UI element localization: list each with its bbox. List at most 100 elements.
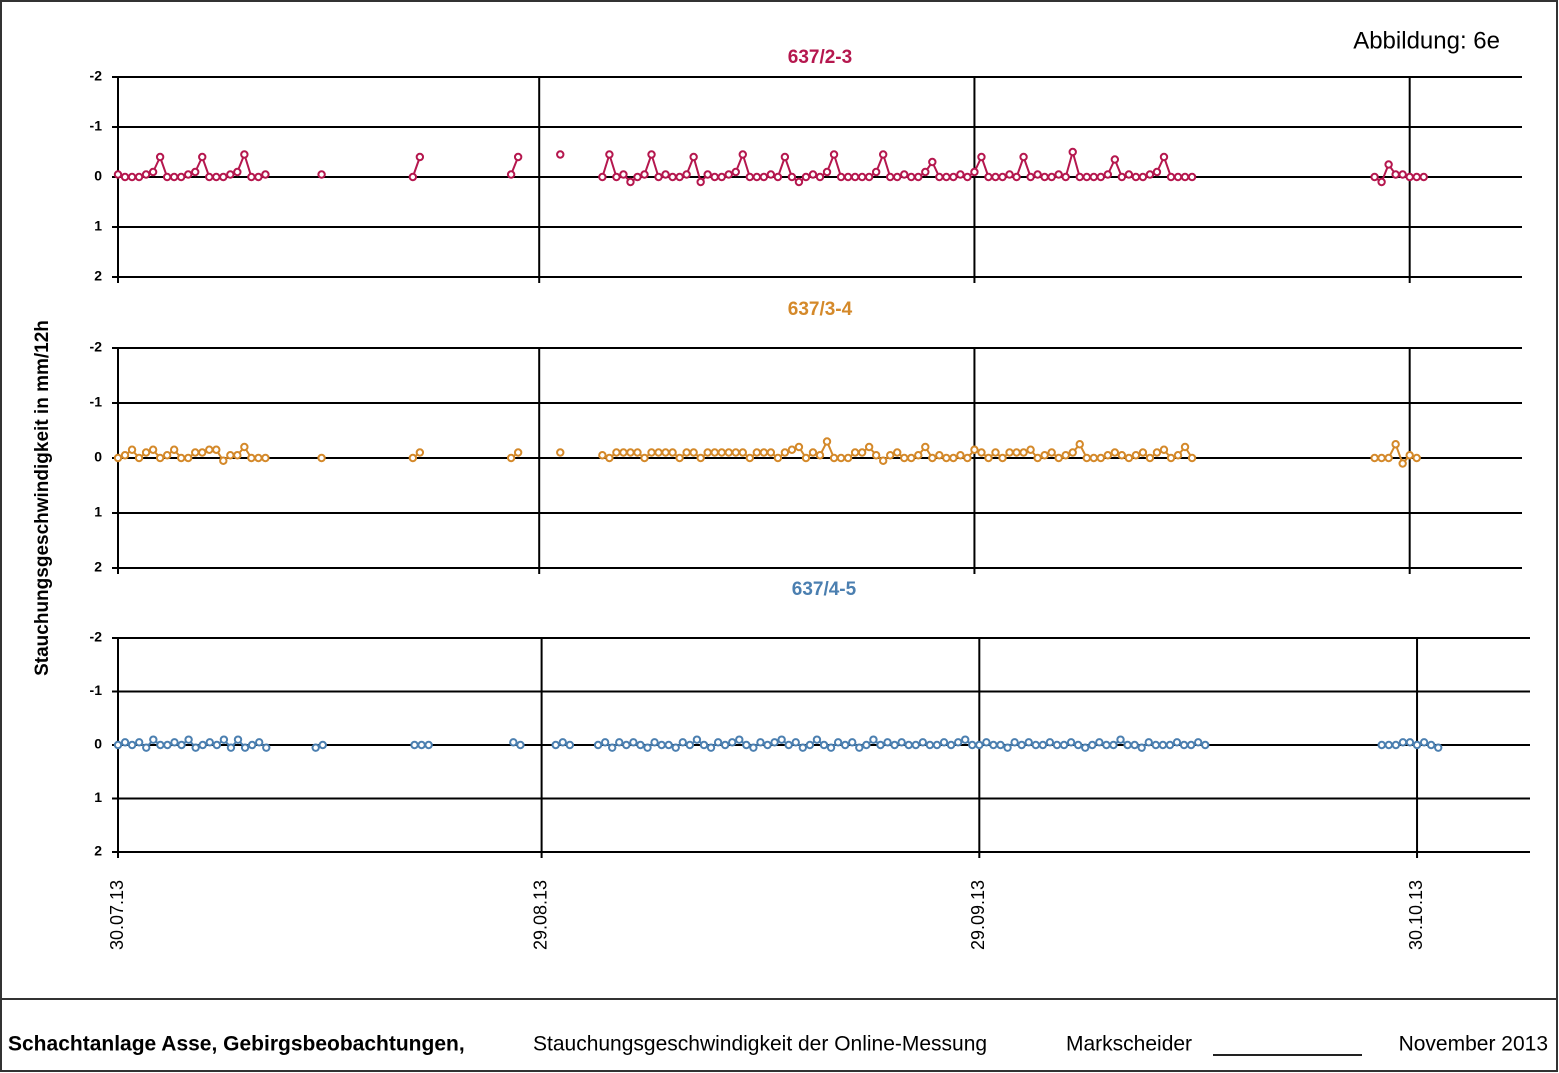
data-point	[996, 740, 1005, 750]
data-point	[233, 451, 242, 460]
data-point	[864, 442, 874, 452]
data-point	[1391, 170, 1400, 179]
data-point	[946, 740, 956, 750]
data-point	[1096, 453, 1106, 463]
data-point	[815, 172, 825, 182]
data-point	[120, 451, 130, 460]
data-point	[840, 740, 850, 750]
data-point	[612, 172, 621, 182]
data-point	[1089, 172, 1098, 182]
data-point	[963, 172, 972, 182]
panel-title: 637/4-5	[792, 579, 857, 600]
data-point	[212, 172, 221, 182]
data-point	[1061, 451, 1070, 460]
data-point	[233, 167, 242, 177]
data-point	[848, 738, 857, 747]
data-point	[148, 167, 158, 177]
data-point	[717, 172, 726, 182]
y-tick-label: -1	[90, 394, 103, 410]
data-point	[1173, 172, 1183, 182]
data-point	[1123, 740, 1132, 750]
data-point	[169, 445, 179, 454]
data-point	[1103, 170, 1113, 179]
data-point	[921, 442, 930, 452]
data-point	[1082, 172, 1091, 182]
data-point	[254, 453, 263, 463]
data-point	[1412, 453, 1421, 463]
data-point	[1419, 172, 1428, 182]
data-point	[142, 743, 151, 752]
data-point	[650, 738, 659, 747]
data-point	[149, 735, 158, 744]
data-point	[148, 445, 158, 454]
data-point	[205, 172, 214, 182]
data-point	[675, 453, 684, 463]
data-point	[812, 735, 822, 744]
data-point	[647, 448, 656, 457]
data-point	[1173, 451, 1183, 460]
data-point	[791, 738, 800, 747]
data-point	[869, 735, 878, 744]
data-point	[410, 740, 419, 750]
data-point	[939, 738, 949, 747]
y-tick-label: 1	[94, 504, 102, 520]
data-point	[1012, 172, 1021, 182]
data-point	[513, 448, 523, 457]
data-point	[949, 172, 958, 182]
data-point	[654, 448, 663, 457]
data-point	[633, 448, 642, 457]
data-point	[1391, 440, 1400, 449]
data-point	[1124, 453, 1134, 463]
data-point	[162, 451, 172, 460]
data-point	[261, 453, 270, 463]
data-point	[961, 735, 970, 744]
data-point	[780, 448, 790, 457]
data-point	[956, 451, 965, 460]
data-point	[640, 170, 649, 179]
data-point	[184, 170, 193, 179]
data-point	[745, 172, 754, 182]
data-point	[205, 738, 214, 747]
data-point	[162, 172, 172, 182]
data-point	[1391, 740, 1401, 750]
data-point	[593, 740, 603, 750]
data-point	[850, 448, 860, 457]
data-point	[1166, 172, 1176, 182]
data-point	[1038, 740, 1048, 750]
data-point	[703, 448, 712, 457]
data-point	[752, 448, 762, 457]
data-point	[113, 453, 123, 463]
data-point	[984, 172, 993, 182]
footer-date: November 2013	[1399, 1033, 1548, 1056]
data-point	[829, 150, 839, 159]
data-point	[1187, 172, 1197, 182]
x-tick-label: 29.08.13	[530, 880, 550, 950]
data-point	[925, 740, 935, 750]
data-point	[794, 442, 804, 452]
data-point	[1165, 740, 1175, 750]
data-point	[710, 172, 719, 182]
data-point	[1426, 740, 1436, 750]
data-point	[191, 743, 200, 752]
data-point	[1370, 172, 1379, 182]
data-point	[134, 738, 144, 747]
data-point	[226, 451, 235, 460]
data-point	[1145, 170, 1155, 179]
data-point	[661, 170, 670, 179]
data-point	[513, 152, 523, 162]
data-point	[766, 170, 776, 179]
data-point	[878, 456, 888, 465]
data-point	[240, 743, 250, 752]
data-point	[605, 453, 614, 463]
data-point	[780, 152, 790, 162]
data-point	[921, 167, 930, 177]
data-point	[1187, 453, 1197, 463]
data-point	[1384, 160, 1393, 169]
data-point	[1159, 445, 1169, 454]
data-point	[1172, 738, 1182, 747]
data-point	[1398, 738, 1408, 747]
data-point	[240, 150, 249, 159]
